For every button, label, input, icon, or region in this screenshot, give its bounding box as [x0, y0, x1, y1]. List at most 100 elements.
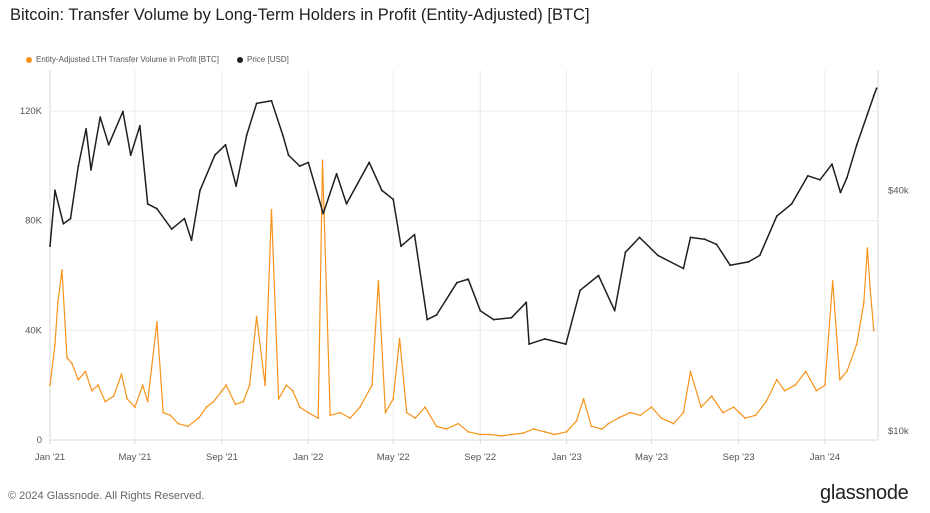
volume-data-point: [54, 343, 56, 345]
legend-item-price[interactable]: Price [USD]: [237, 55, 289, 64]
volume-data-point: [270, 208, 273, 211]
price-data-point: [90, 169, 92, 171]
x-tick-label: May '21: [118, 452, 151, 463]
price-data-point: [392, 198, 395, 201]
price-data-point: [77, 165, 80, 168]
legend-label-price: Price [USD]: [247, 55, 289, 64]
volume-data-point: [872, 329, 875, 332]
volume-data-point: [838, 378, 841, 381]
volume-data-point: [405, 411, 408, 414]
price-data-point: [831, 163, 833, 166]
price-data-point: [139, 124, 141, 127]
price-data-point: [190, 239, 193, 242]
volume-data-point: [489, 433, 492, 436]
chart-legend: Entity-Adjusted LTH Transfer Volume in P…: [26, 55, 289, 64]
price-data-point: [528, 343, 530, 345]
price-data-point: [270, 99, 273, 102]
price-data-point: [224, 143, 227, 146]
volume-data-point: [689, 370, 692, 373]
volume-data-point: [212, 400, 215, 403]
price-data-point: [624, 251, 627, 254]
price-data-point: [255, 102, 258, 105]
volume-data-point: [156, 321, 158, 323]
price-data-point: [281, 134, 284, 137]
volume-data-point: [141, 384, 144, 387]
volume-data-point: [479, 433, 482, 436]
price-data-point: [565, 343, 567, 345]
price-data-point: [156, 207, 158, 210]
price-data-point: [322, 212, 325, 215]
volume-data-point: [307, 411, 310, 414]
price-data-point: [872, 94, 875, 97]
price-data-point: [682, 267, 685, 270]
volume-series-line: [49, 159, 875, 437]
volume-data-point: [672, 422, 675, 425]
price-data-point: [866, 113, 869, 116]
price-data-point: [807, 174, 809, 177]
volume-data-point: [248, 384, 251, 387]
price-data-point: [345, 203, 348, 205]
price-data-point: [107, 143, 110, 146]
volume-data-point: [754, 414, 757, 417]
volume-data-point: [617, 417, 620, 419]
legend-item-volume[interactable]: Entity-Adjusted LTH Transfer Volume in P…: [26, 55, 219, 64]
price-data-point: [543, 338, 546, 340]
volume-data-point: [97, 384, 99, 387]
volume-data-point: [169, 414, 172, 417]
volume-data-point: [575, 419, 578, 422]
y-left-tick-label: 40K: [25, 325, 43, 336]
price-data-point: [368, 161, 371, 164]
volume-data-point: [225, 384, 228, 387]
legend-swatch-price: [237, 56, 244, 63]
price-data-point: [122, 110, 124, 113]
price-data-point: [146, 203, 149, 205]
price-data-point: [245, 134, 248, 137]
price-data-point: [170, 228, 173, 231]
volume-data-point: [61, 269, 63, 271]
price-data-point: [54, 189, 56, 192]
volume-data-point: [112, 395, 115, 397]
volume-data-point: [66, 356, 68, 359]
volume-data-point: [317, 417, 320, 419]
price-data-point: [426, 318, 429, 321]
volume-data-point: [650, 406, 653, 408]
volume-data-point: [56, 302, 59, 304]
volume-data-point: [744, 417, 746, 419]
price-data-point: [413, 233, 416, 236]
volume-data-point: [126, 398, 128, 400]
volume-data-point: [291, 389, 294, 392]
volume-data-point: [783, 389, 786, 392]
price-data-point: [638, 236, 641, 239]
price-data-point: [199, 189, 201, 192]
volume-data-point: [700, 406, 702, 408]
volume-data-point: [553, 433, 556, 436]
volume-data-point: [255, 315, 258, 318]
volume-data-point: [710, 395, 713, 397]
volume-data-point: [162, 411, 165, 414]
volume-data-point: [639, 414, 642, 417]
volume-data-point: [794, 384, 797, 387]
volume-data-point: [543, 430, 546, 433]
legend-swatch-volume: [26, 56, 32, 63]
volume-data-point: [134, 406, 136, 408]
price-data-point: [287, 154, 290, 157]
volume-data-point: [815, 389, 818, 392]
volume-data-point: [187, 425, 189, 428]
y-left-tick-label: 0: [37, 435, 42, 446]
x-tick-label: Jan '23: [551, 452, 581, 463]
volume-data-point: [371, 384, 373, 387]
price-data-point: [183, 217, 186, 220]
volume-data-point: [90, 389, 93, 392]
price-data-point: [510, 316, 513, 319]
volume-data-point: [467, 430, 470, 433]
volume-data-point: [146, 400, 149, 403]
price-data-point: [129, 154, 132, 157]
volume-data-point: [607, 422, 610, 425]
volume-data-point: [775, 378, 778, 381]
volume-data-point: [565, 430, 568, 433]
x-tick-label: May '23: [635, 452, 668, 463]
price-data-point: [49, 245, 51, 248]
price-data-point: [381, 189, 383, 192]
price-data-point: [839, 191, 842, 194]
volume-data-point: [435, 425, 438, 428]
